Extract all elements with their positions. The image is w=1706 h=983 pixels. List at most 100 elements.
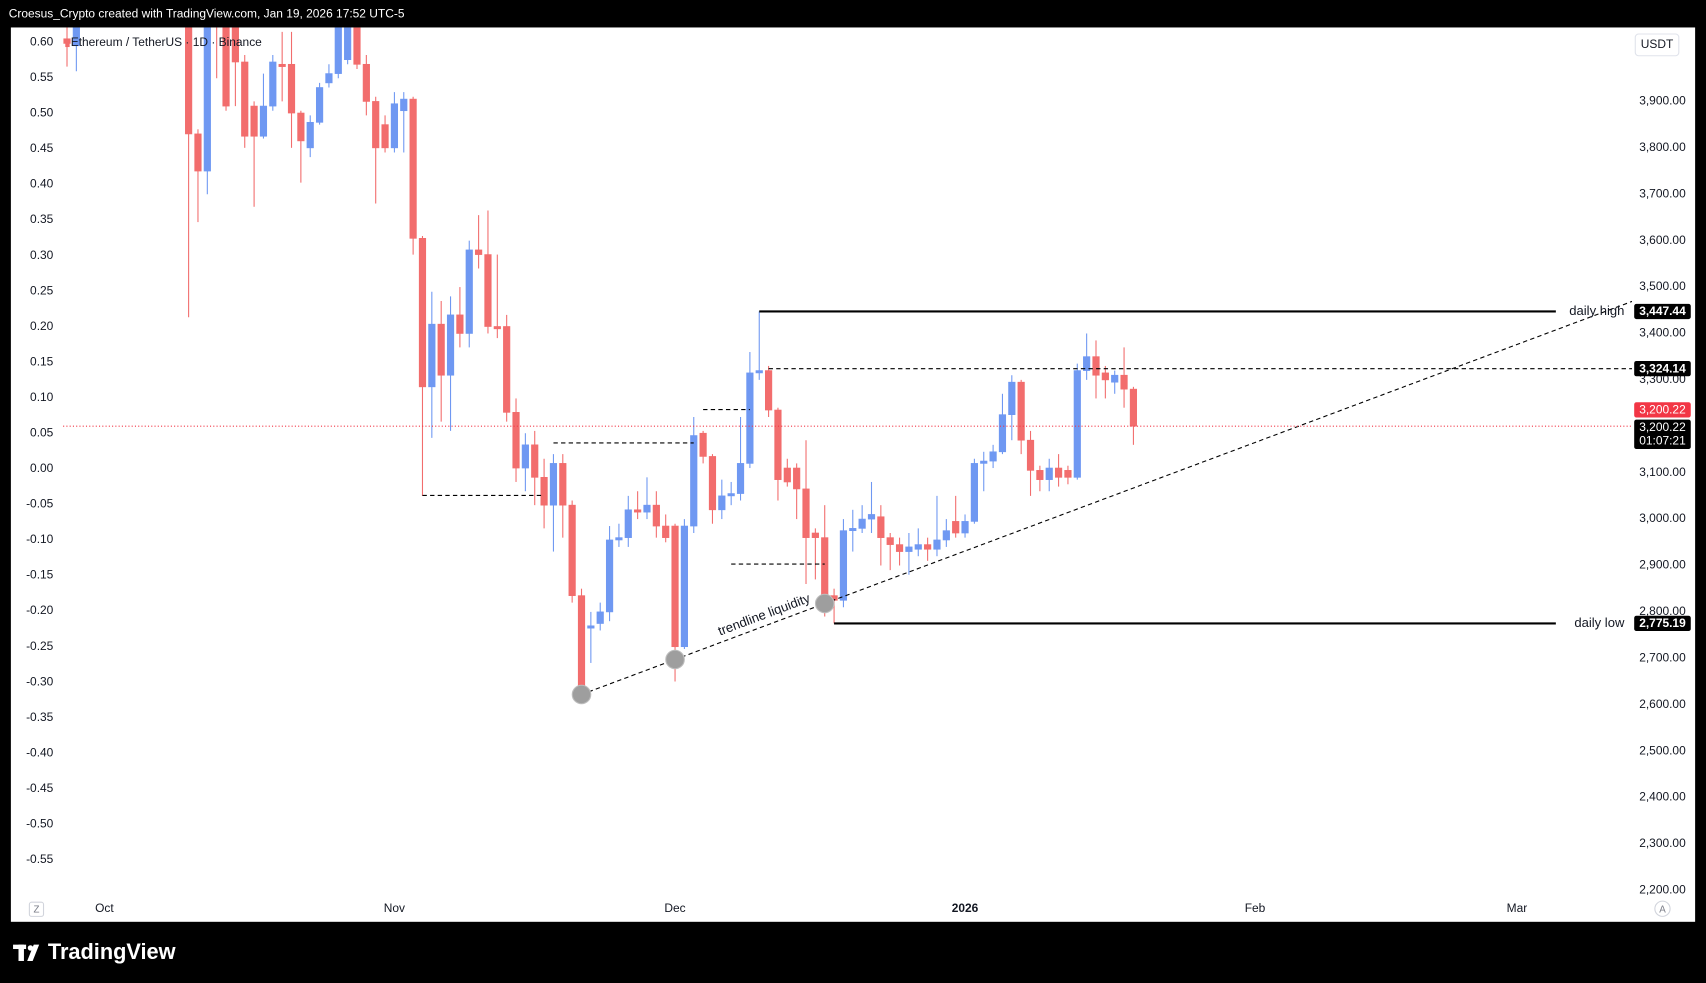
- candle-body: [521, 444, 529, 469]
- y2-tick-label: 0.20: [30, 319, 54, 333]
- candle-body: [1008, 381, 1016, 415]
- candle-body: [353, 27, 361, 65]
- candle-body: [325, 73, 333, 84]
- y2-tick-label: 0.50: [30, 106, 54, 120]
- candle-body: [867, 514, 876, 520]
- candle-body: [765, 370, 773, 411]
- y2-tick-label: 0.10: [30, 390, 54, 404]
- candle-body: [671, 525, 679, 648]
- y2-tick-label: -0.05: [26, 497, 54, 511]
- candle-body: [662, 525, 670, 538]
- candle-body: [802, 488, 810, 538]
- candle-body: [306, 121, 314, 149]
- level-box: [1634, 615, 1691, 632]
- candle-body: [924, 544, 932, 550]
- candle-body: [736, 463, 745, 494]
- auto-button[interactable]: [1654, 900, 1671, 917]
- candle-body: [568, 504, 576, 596]
- candle-body: [250, 105, 258, 137]
- candle-body: [503, 326, 511, 413]
- y2-tick-label: -0.45: [26, 781, 54, 795]
- legend-title: Ethereum / TetherUS · 1D · Binance: [71, 35, 262, 49]
- candle-body: [1045, 467, 1053, 480]
- candle-body: [1064, 470, 1072, 478]
- candle-body: [811, 532, 819, 538]
- y2-tick-label: 0.30: [30, 248, 54, 262]
- candle-body: [475, 249, 483, 255]
- level-box: [1634, 303, 1691, 320]
- price-label-dark: 3,200.22: [1639, 420, 1686, 434]
- candle-body: [605, 539, 614, 613]
- x-tick-label: 2026: [952, 901, 979, 915]
- candle-body: [793, 467, 801, 490]
- y2-tick-label: -0.10: [26, 532, 54, 546]
- y-tick-label: 3,400.00: [1639, 326, 1686, 340]
- candle-body: [344, 27, 352, 60]
- candle-body: [1017, 381, 1025, 441]
- candle-body: [540, 476, 548, 506]
- candle-body: [231, 27, 239, 63]
- candle-body: [409, 98, 417, 239]
- candle-body: [334, 27, 342, 74]
- x-tick-label: Mar: [1507, 901, 1528, 915]
- candle-body: [390, 103, 399, 149]
- candle-body: [437, 323, 445, 376]
- y2-tick-label: -0.40: [26, 745, 54, 759]
- y-tick-label: 2,900.00: [1639, 558, 1686, 572]
- candle-body: [1120, 374, 1128, 390]
- auto-label: A: [1659, 904, 1666, 915]
- legend-icon: [65, 39, 70, 48]
- y2-tick-label: -0.30: [26, 674, 54, 688]
- zoom-button[interactable]: [28, 901, 45, 917]
- candle-body: [72, 27, 80, 47]
- y-tick-label: 3,500.00: [1639, 279, 1686, 293]
- y2-tick-label: 0.25: [30, 283, 54, 297]
- x-tick-label: Oct: [95, 901, 114, 915]
- level-label: 2,775.19: [1639, 616, 1686, 630]
- candle-body: [203, 27, 211, 172]
- candle-body: [194, 133, 202, 172]
- candle-body: [821, 537, 829, 599]
- candle-body: [886, 537, 894, 545]
- y-tick-label: 2,700.00: [1639, 650, 1686, 664]
- y2-tick-label: 0.35: [30, 212, 54, 226]
- candle-body: [755, 370, 763, 374]
- candle-body: [1054, 467, 1063, 478]
- currency-box: [1634, 33, 1680, 57]
- candle-body: [877, 516, 885, 538]
- y-tick-label: 2,200.00: [1639, 882, 1686, 896]
- y2-tick-label: -0.35: [26, 710, 54, 724]
- candle-body: [1083, 356, 1091, 371]
- candle-body: [952, 521, 960, 534]
- candle-body: [624, 509, 632, 538]
- level-text: daily high: [1569, 303, 1624, 318]
- candle-body: [634, 509, 642, 513]
- level-text: daily low: [1574, 615, 1625, 630]
- candle-body: [858, 518, 866, 529]
- candle-body: [400, 98, 408, 112]
- candle-body: [699, 432, 707, 457]
- level-label: 3,447.44: [1639, 304, 1686, 318]
- candle-body: [418, 238, 427, 388]
- candle-body: [1101, 372, 1109, 381]
- y2-tick-label: 0.05: [30, 426, 54, 440]
- chart-area: [10, 27, 1696, 922]
- y2-tick-label: -0.20: [26, 603, 54, 617]
- candle-body: [1073, 370, 1081, 478]
- candle-body: [381, 124, 389, 149]
- candle-body: [531, 444, 539, 478]
- candle-body: [998, 414, 1007, 453]
- candle-body: [849, 528, 857, 532]
- zoom-label: Z: [33, 904, 39, 915]
- touch-point: [814, 593, 835, 614]
- candle-body: [269, 61, 277, 107]
- candle-body: [287, 63, 296, 114]
- candle-body: [708, 456, 717, 511]
- y2-tick-label: 0.40: [30, 177, 54, 191]
- candle-body: [914, 544, 922, 550]
- y2-tick-label: 0.45: [30, 141, 54, 155]
- candle-body: [1026, 439, 1035, 471]
- y2-tick-label: 0.55: [30, 70, 54, 84]
